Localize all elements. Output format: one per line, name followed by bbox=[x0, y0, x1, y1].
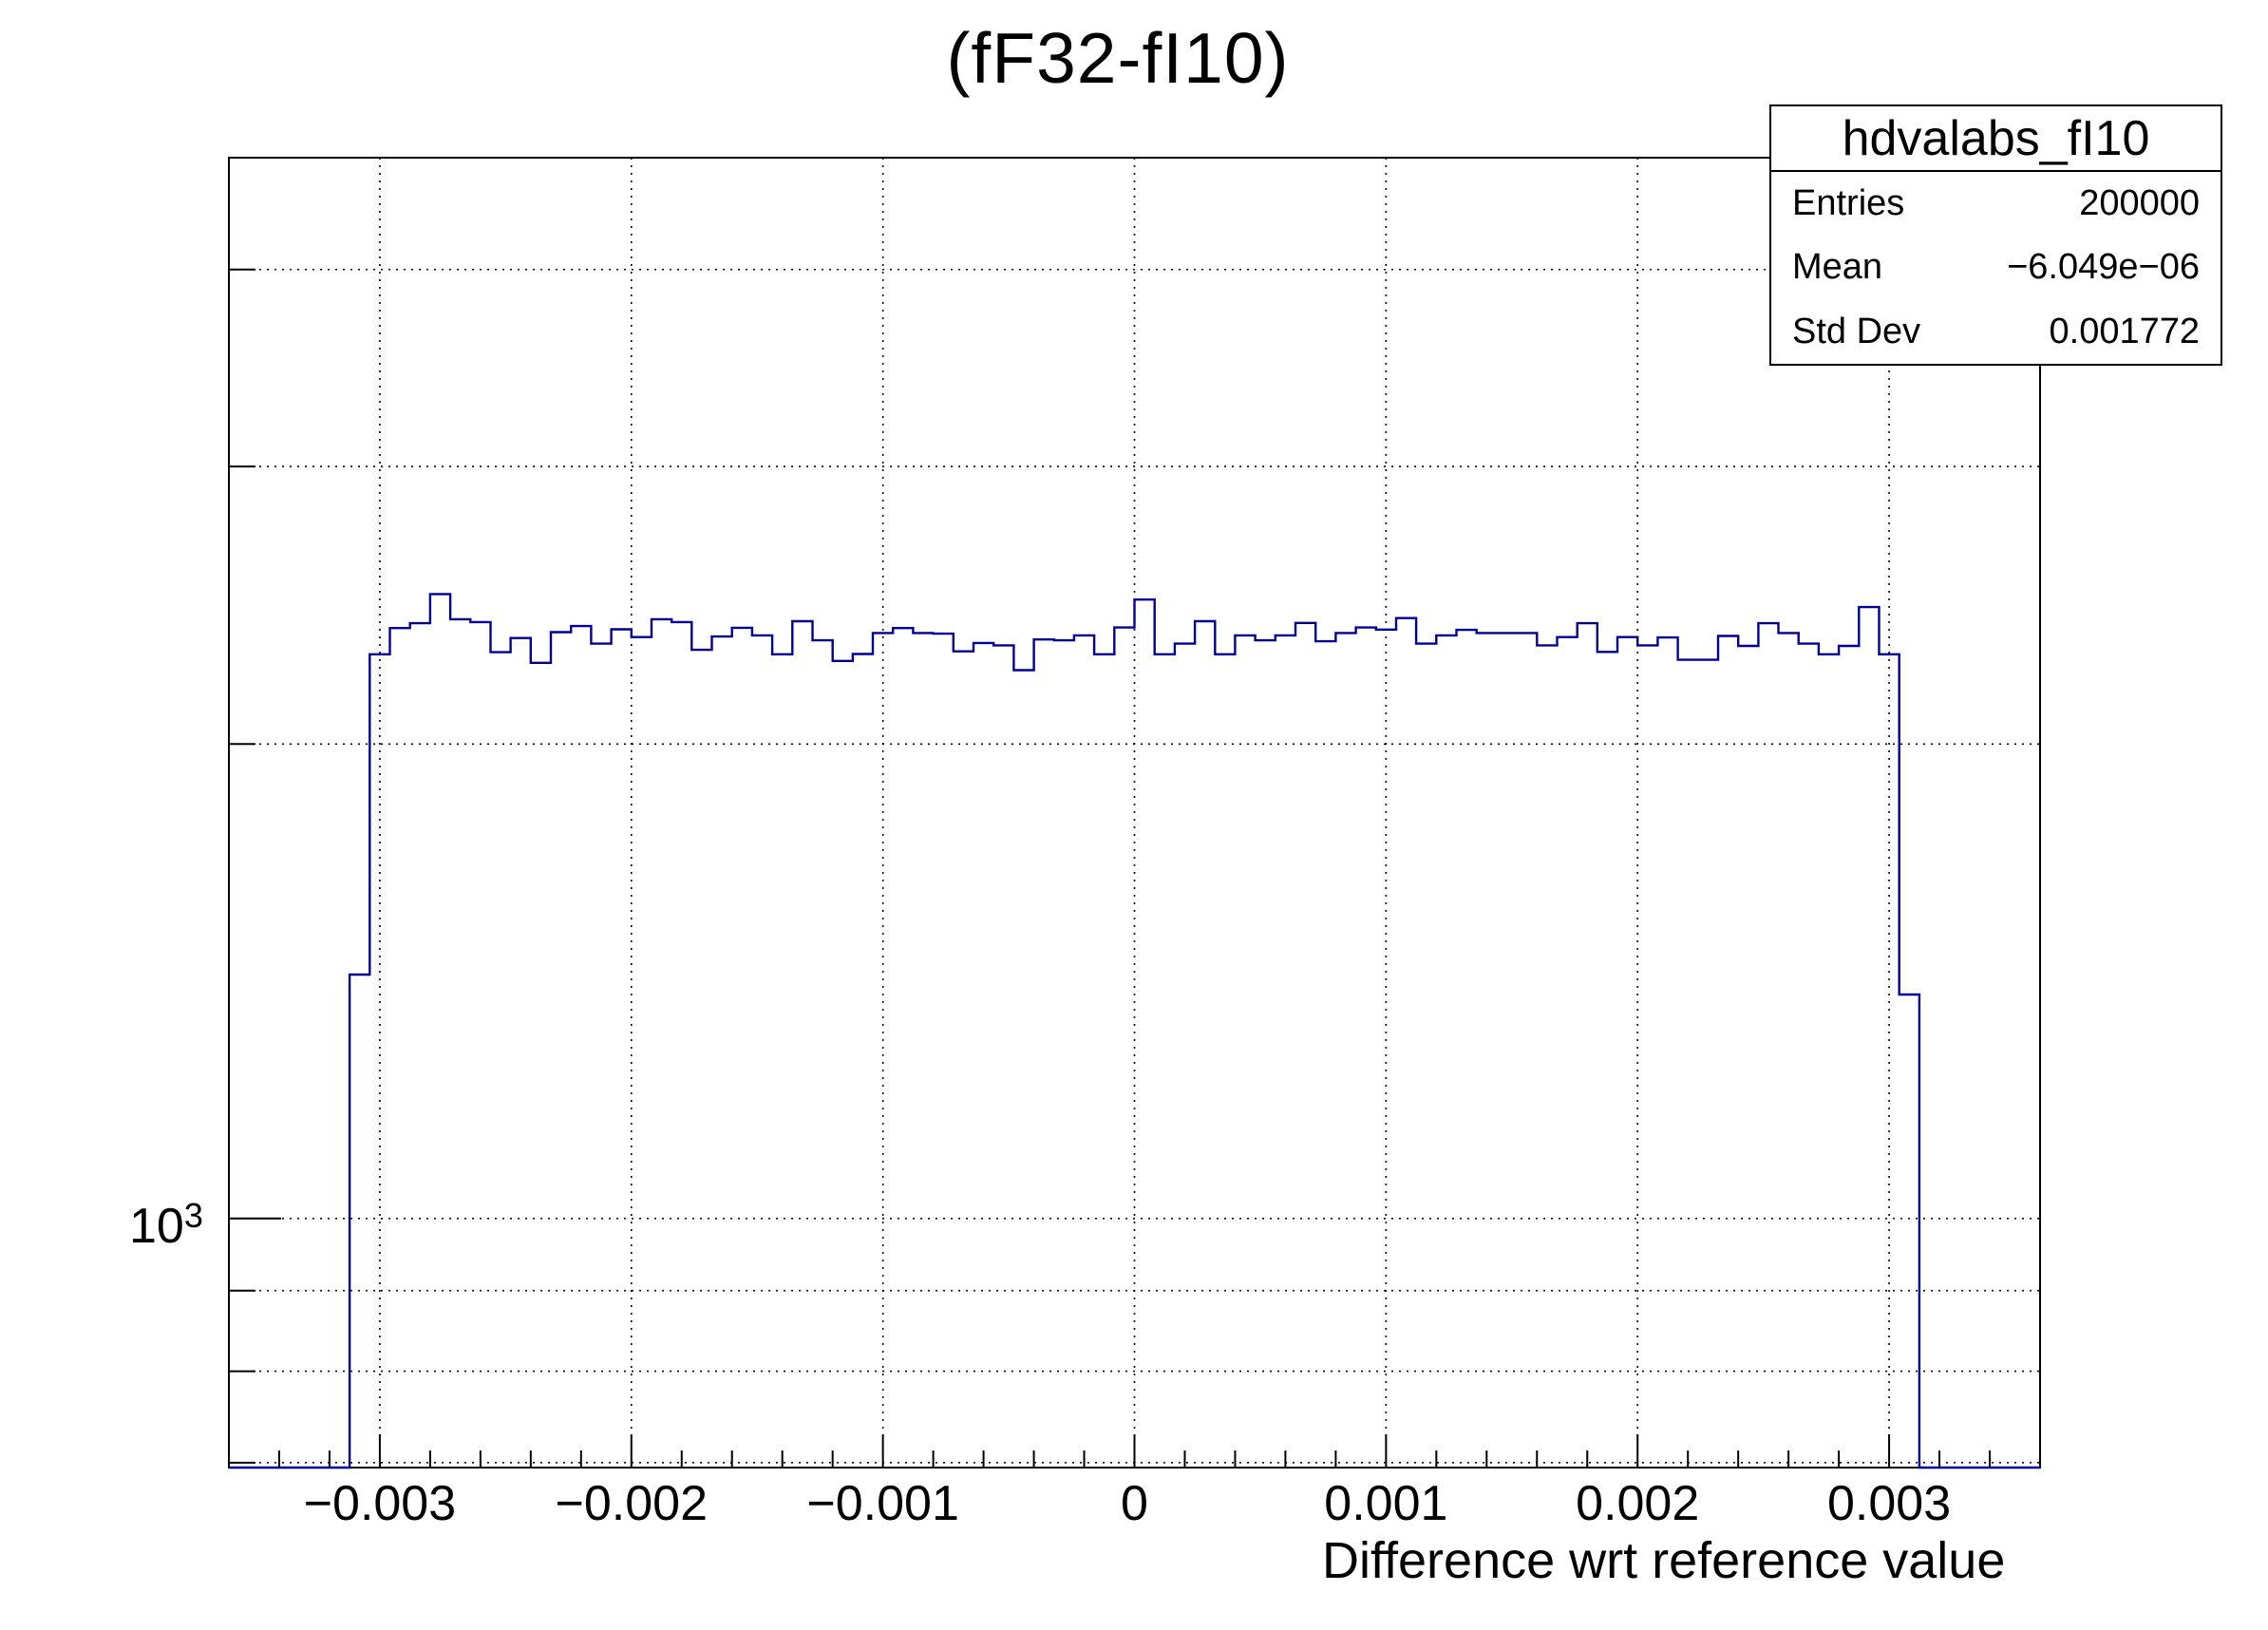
x-tick-label: 0.003 bbox=[1827, 1476, 1951, 1531]
stats-value-entries: 200000 bbox=[2079, 183, 2200, 224]
stats-box-rows: Entries 200000 Mean −6.049e−06 Std Dev 0… bbox=[1771, 172, 2221, 364]
stats-label-stddev: Std Dev bbox=[1792, 311, 1921, 351]
stats-label-entries: Entries bbox=[1792, 183, 1905, 224]
stats-row-entries: Entries 200000 bbox=[1771, 172, 2221, 236]
y-axis-power-label: 103 bbox=[129, 1196, 203, 1254]
histogram-step-line bbox=[229, 593, 2040, 1469]
x-tick-label: 0.002 bbox=[1576, 1476, 1699, 1531]
x-tick-label: −0.001 bbox=[806, 1476, 959, 1531]
x-tick-label: 0 bbox=[1121, 1476, 1148, 1531]
stats-value-stddev: 0.001772 bbox=[2049, 311, 2201, 351]
y-power-base: 10 bbox=[129, 1199, 184, 1254]
stats-row-stddev: Std Dev 0.001772 bbox=[1771, 300, 2221, 364]
stats-row-mean: Mean −6.049e−06 bbox=[1771, 236, 2221, 299]
x-axis-title: Difference wrt reference value bbox=[1322, 1532, 2006, 1589]
stats-box: hdvalabs_fI10 Entries 200000 Mean −6.049… bbox=[1769, 104, 2222, 366]
stats-value-mean: −6.049e−06 bbox=[2007, 247, 2200, 288]
stats-label-mean: Mean bbox=[1792, 247, 1883, 288]
y-power-exponent: 3 bbox=[183, 1196, 203, 1235]
plot-title: (fF32-fI10) bbox=[946, 18, 1290, 98]
x-tick-label: −0.002 bbox=[556, 1476, 709, 1531]
x-tick-label: −0.003 bbox=[304, 1476, 457, 1531]
x-tick-label: 0.001 bbox=[1324, 1476, 1447, 1531]
stats-box-title: hdvalabs_fI10 bbox=[1771, 106, 2221, 172]
